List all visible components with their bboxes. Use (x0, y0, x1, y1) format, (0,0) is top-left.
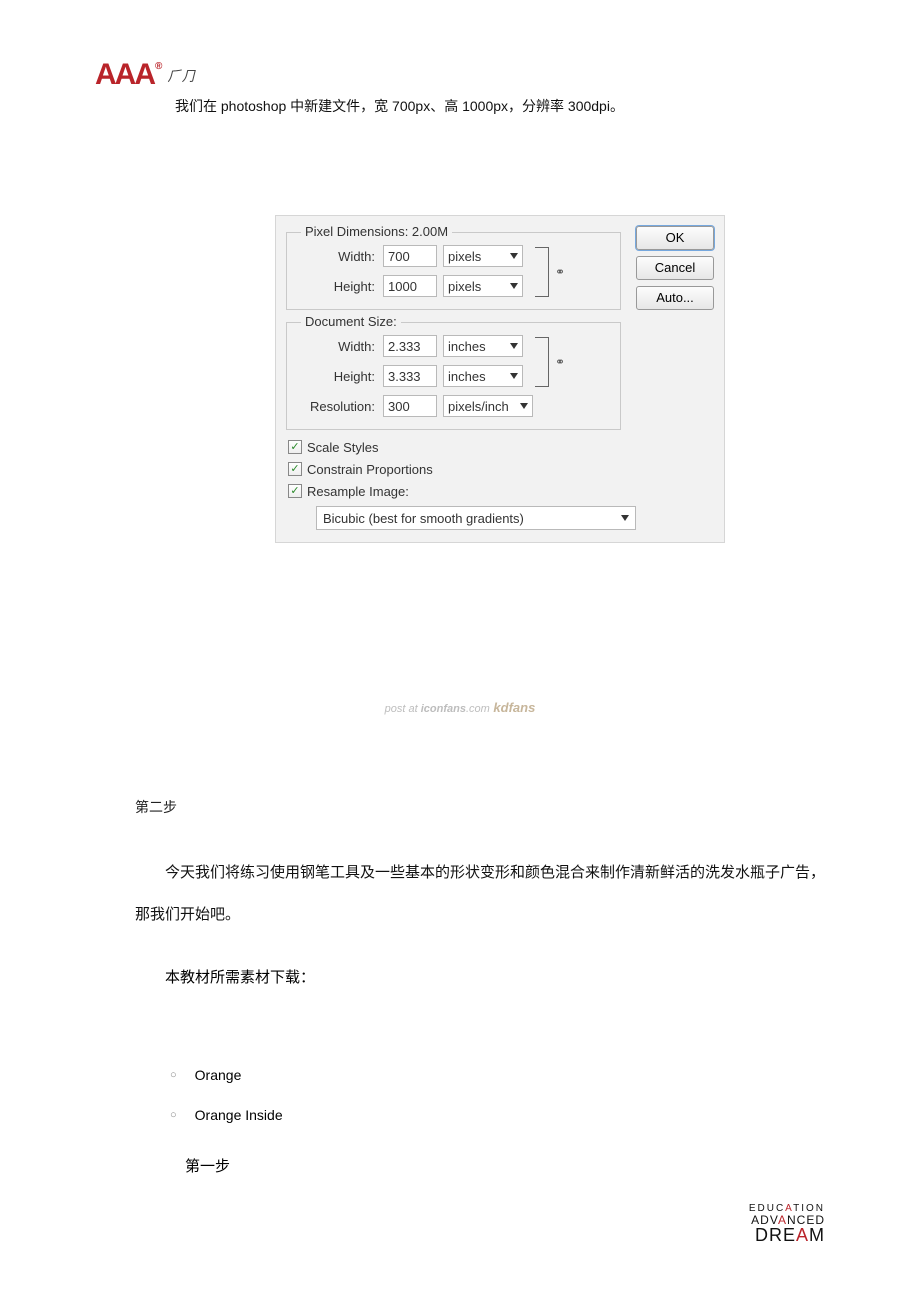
watermark-prefix: post at (385, 703, 421, 715)
dropdown-icon (510, 283, 518, 289)
dropdown-icon (510, 343, 518, 349)
resolution-input[interactable]: 300 (383, 395, 437, 417)
header-logo: AAA® ⺁⺆ (95, 60, 624, 90)
ok-button[interactable]: OK (636, 226, 714, 250)
material-list: ○ Orange ○ Orange Inside (170, 1055, 283, 1135)
dropdown-icon (510, 253, 518, 259)
paragraph-1: 今天我们将练习使用钢笔工具及一些基本的形状变形和颜色混合来制作清新鲜活的洗发水瓶… (135, 852, 825, 936)
resolution-unit-select[interactable]: pixels/inch (443, 395, 533, 417)
intro-text: 我们在 photoshop 中新建文件，宽 700px、高 1000px，分辨率… (175, 96, 624, 116)
dropdown-icon (621, 515, 629, 521)
constrain-label: Constrain Proportions (307, 462, 433, 477)
px-height-input[interactable]: 1000 (383, 275, 437, 297)
px-height-unit: pixels (448, 279, 481, 294)
chain-icon[interactable]: ⚭ (555, 265, 565, 279)
footer-line-3: DREAM (749, 1226, 825, 1244)
chain-icon[interactable]: ⚭ (555, 355, 565, 369)
auto-button[interactable]: Auto... (636, 286, 714, 310)
doc-height-input[interactable]: 3.333 (383, 365, 437, 387)
resample-row: ✓ Resample Image: (288, 480, 724, 502)
aaa-logo: AAA® (95, 60, 159, 90)
pixel-dimensions-group: Pixel Dimensions: 2.00M Width: 700 pixel… (286, 232, 621, 310)
watermark-suffix: .com (466, 703, 490, 715)
doc-width-unit: inches (448, 339, 486, 354)
document-size-legend: Document Size: (301, 314, 401, 329)
logo-squiggle: ⺁⺆ (167, 66, 195, 90)
image-size-dialog: OK Cancel Auto... Pixel Dimensions: 2.00… (275, 215, 725, 543)
resample-method-select[interactable]: Bicubic (best for smooth gradients) (316, 506, 636, 530)
footer-l3-pre: DRE (755, 1225, 796, 1245)
constrain-checkbox[interactable]: ✓ (288, 462, 302, 476)
doc-height-unit: inches (448, 369, 486, 384)
scale-styles-row: ✓ Scale Styles (288, 436, 724, 458)
watermark-script: kdfans (490, 700, 536, 715)
doc-width-unit-select[interactable]: inches (443, 335, 523, 357)
resample-checkbox[interactable]: ✓ (288, 484, 302, 498)
px-height-unit-select[interactable]: pixels (443, 275, 523, 297)
dropdown-icon (520, 403, 528, 409)
list-item-label: Orange Inside (195, 1107, 283, 1123)
resample-method-text: Bicubic (best for smooth gradients) (323, 511, 524, 526)
px-width-unit-select[interactable]: pixels (443, 245, 523, 267)
paragraph-2: 本教材所需素材下载： (135, 966, 315, 987)
link-bracket-icon (535, 337, 549, 387)
watermark: post at iconfans.com kdfans (0, 700, 920, 715)
link-bracket-icon (535, 247, 549, 297)
logo-text: AAA (95, 58, 154, 91)
watermark-site: iconfans (421, 703, 466, 715)
list-item-label: Orange (195, 1067, 242, 1083)
list-item: ○ Orange Inside (170, 1095, 283, 1135)
scale-styles-checkbox[interactable]: ✓ (288, 440, 302, 454)
step-2-heading: 第二步 (135, 797, 177, 817)
cancel-button[interactable]: Cancel (636, 256, 714, 280)
constrain-row: ✓ Constrain Proportions (288, 458, 724, 480)
doc-width-input[interactable]: 2.333 (383, 335, 437, 357)
logo-registered: ® (155, 61, 160, 72)
pixel-dimensions-legend: Pixel Dimensions: 2.00M (301, 224, 452, 239)
dialog-buttons: OK Cancel Auto... (636, 226, 714, 310)
doc-height-label: Height: (295, 369, 377, 384)
doc-height-unit-select[interactable]: inches (443, 365, 523, 387)
page-header: AAA® ⺁⺆ 我们在 photoshop 中新建文件，宽 700px、高 10… (95, 60, 624, 116)
resample-label: Resample Image: (307, 484, 409, 499)
list-item: ○ Orange (170, 1055, 283, 1095)
px-width-input[interactable]: 700 (383, 245, 437, 267)
footer-l3-hl: A (796, 1225, 809, 1245)
px-width-unit: pixels (448, 249, 481, 264)
px-width-label: Width: (295, 249, 377, 264)
resolution-label: Resolution: (295, 399, 377, 414)
step-1-heading: 第一步 (185, 1155, 230, 1176)
dropdown-icon (510, 373, 518, 379)
bullet-icon: ○ (170, 1109, 177, 1121)
px-height-label: Height: (295, 279, 377, 294)
document-size-group: Document Size: Width: 2.333 inches Heigh… (286, 322, 621, 430)
scale-styles-label: Scale Styles (307, 440, 379, 455)
footer-l3-post: M (809, 1225, 825, 1245)
resolution-unit: pixels/inch (448, 399, 509, 414)
doc-width-label: Width: (295, 339, 377, 354)
resolution-row: Resolution: 300 pixels/inch (295, 391, 612, 421)
footer-logo: EDUCATION ADVANCED DREAM (749, 1204, 825, 1244)
bullet-icon: ○ (170, 1069, 177, 1081)
